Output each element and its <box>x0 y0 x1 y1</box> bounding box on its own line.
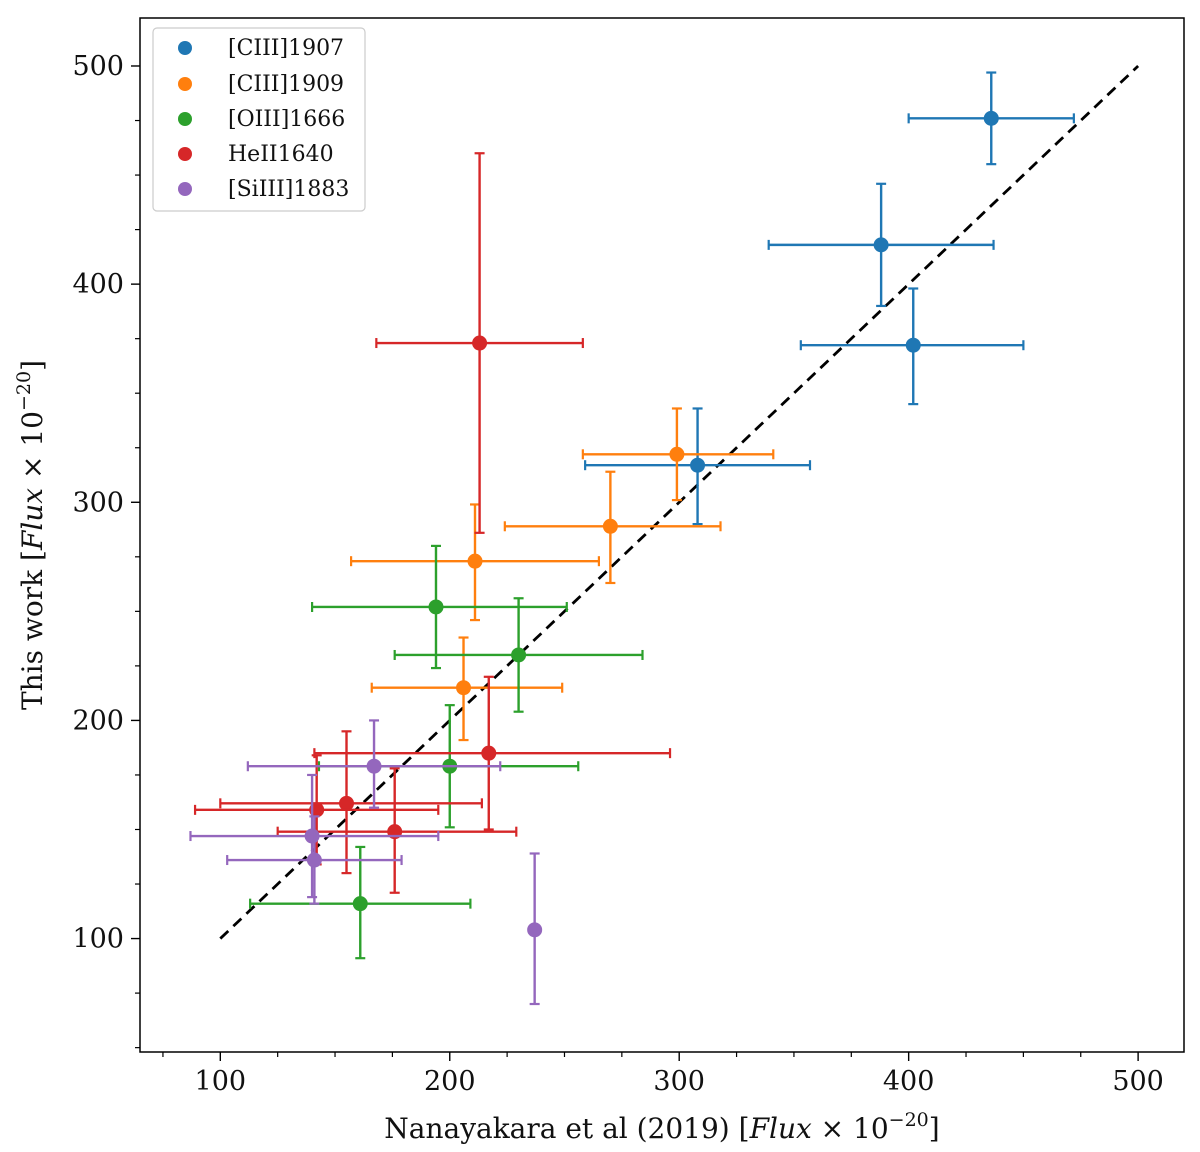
data-point <box>306 852 322 868</box>
data-point <box>873 237 889 253</box>
x-axis-label-text: Nanayakara et al (2019) [ <box>384 1112 749 1145</box>
data-point <box>690 457 706 473</box>
series--ciii-1907 <box>584 71 1075 526</box>
legend-label-ciii1907: [CIII]1907 <box>228 36 344 61</box>
y-axis-label: This work [Flux × 10−20] <box>13 360 49 710</box>
x-axis-label: Nanayakara et al (2019) [Flux × 10−20] <box>384 1109 939 1145</box>
legend-label-siiii1883: [SiIII]1883 <box>228 177 349 202</box>
legend-marker-ciii1907 <box>178 41 192 55</box>
legend-label-ciii1909: [CIII]1909 <box>228 72 344 97</box>
series--siiii-1883 <box>189 719 543 1006</box>
y-axis-label-text: This work [ <box>16 550 49 710</box>
legend-box <box>152 27 366 212</box>
data-point <box>366 758 382 774</box>
y-axis-label-close: ] <box>16 360 49 371</box>
axis-ticks: 100 200 300 400 500 100 200 300 400 500 <box>72 51 1163 1097</box>
data-point <box>339 795 355 811</box>
data-point <box>905 337 921 353</box>
x-tick-label: 500 <box>1112 1066 1164 1097</box>
x-tick-label: 100 <box>195 1066 247 1097</box>
series--ciii-1909 <box>349 407 775 742</box>
y-tick-label: 400 <box>72 269 124 300</box>
x-axis-label-exp: −20 <box>889 1109 929 1131</box>
data-point <box>467 553 483 569</box>
data-point <box>602 518 618 534</box>
data-point <box>983 110 999 126</box>
y-axis-label-math: Flux <box>16 488 49 551</box>
plot-frame <box>139 17 1185 1053</box>
series-heii1640 <box>193 152 672 894</box>
legend-marker-ciii1909 <box>178 77 192 91</box>
legend-marker-siiii1883 <box>178 182 192 196</box>
y-axis-label-times: × 10 <box>16 411 49 488</box>
y-tick-label: 300 <box>72 487 124 518</box>
y-tick-label: 200 <box>72 705 124 736</box>
legend-marker-oiii1666 <box>178 112 192 126</box>
data-point <box>527 922 543 938</box>
reference-line-layer <box>219 64 1140 940</box>
data-point <box>511 647 527 663</box>
data-point <box>304 828 320 844</box>
series-layer <box>189 71 1075 1006</box>
x-tick-label: 300 <box>653 1066 705 1097</box>
data-point <box>481 745 497 761</box>
data-point <box>669 446 685 462</box>
legend-label-heii1640: HeII1640 <box>228 142 334 167</box>
legend-marker-heii1640 <box>178 147 192 161</box>
y-tick-label: 500 <box>72 51 124 82</box>
x-tick-label: 400 <box>883 1066 935 1097</box>
data-point <box>428 599 444 615</box>
x-axis-label-times: × 10 <box>812 1112 889 1145</box>
x-axis-label-close: ] <box>929 1112 940 1145</box>
x-axis-label-math: Flux <box>749 1112 812 1145</box>
data-point <box>352 896 368 912</box>
data-point <box>456 680 472 696</box>
legend: [CIII]1907 [CIII]1909 [OIII]1666 HeII164… <box>152 27 366 212</box>
data-point <box>472 335 488 351</box>
x-tick-label: 200 <box>424 1066 476 1097</box>
legend-label-oiii1666: [OIII]1666 <box>228 107 345 132</box>
one-to-one-reference-line <box>219 64 1140 940</box>
y-axis-label-exp: −20 <box>13 371 35 411</box>
y-tick-label: 100 <box>72 924 124 955</box>
